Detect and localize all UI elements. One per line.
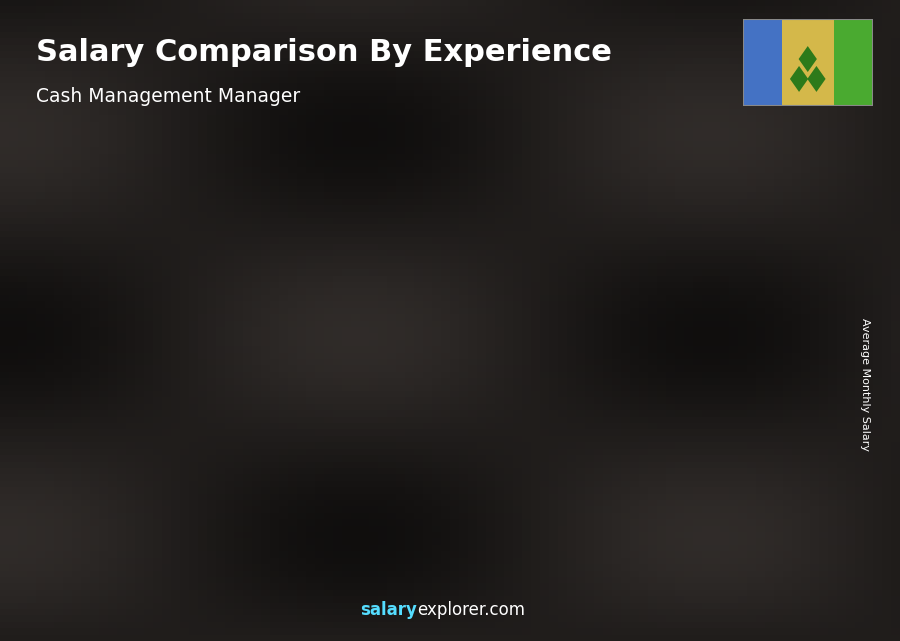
Polygon shape xyxy=(525,347,534,558)
Polygon shape xyxy=(269,454,278,558)
Text: +nan%: +nan% xyxy=(130,402,190,417)
Bar xyxy=(781,19,833,106)
Text: 0 XCD: 0 XCD xyxy=(88,472,124,485)
Text: salary: salary xyxy=(360,601,417,619)
Polygon shape xyxy=(780,240,789,558)
Bar xyxy=(833,19,873,106)
Text: +nan%: +nan% xyxy=(510,238,571,253)
Text: 0 XCD: 0 XCD xyxy=(599,278,635,291)
Polygon shape xyxy=(652,296,662,558)
Bar xyxy=(454,358,525,558)
Bar xyxy=(742,19,781,106)
Bar xyxy=(710,251,780,558)
Text: explorer.com: explorer.com xyxy=(417,601,525,619)
Polygon shape xyxy=(71,490,150,500)
Polygon shape xyxy=(798,46,817,72)
Bar xyxy=(327,413,397,558)
Polygon shape xyxy=(141,490,150,558)
Text: +nan%: +nan% xyxy=(385,291,446,306)
Polygon shape xyxy=(199,454,278,465)
Bar xyxy=(582,306,652,558)
Text: +nan%: +nan% xyxy=(638,181,698,196)
Polygon shape xyxy=(582,296,662,306)
Text: +nan%: +nan% xyxy=(257,349,318,363)
Polygon shape xyxy=(327,403,406,413)
Polygon shape xyxy=(790,66,808,92)
Text: Salary Comparison By Experience: Salary Comparison By Experience xyxy=(36,38,612,67)
Text: Average Monthly Salary: Average Monthly Salary xyxy=(860,318,869,451)
Text: 0 XCD: 0 XCD xyxy=(216,437,252,450)
Polygon shape xyxy=(397,403,406,558)
Bar xyxy=(199,465,269,558)
Text: Cash Management Manager: Cash Management Manager xyxy=(36,87,301,106)
Polygon shape xyxy=(454,347,534,358)
Polygon shape xyxy=(807,66,825,92)
Text: 0 XCD: 0 XCD xyxy=(344,385,380,398)
Polygon shape xyxy=(710,240,789,251)
Bar xyxy=(71,500,141,558)
Text: 0 XCD: 0 XCD xyxy=(727,222,763,236)
Text: 0 XCD: 0 XCD xyxy=(472,329,508,343)
